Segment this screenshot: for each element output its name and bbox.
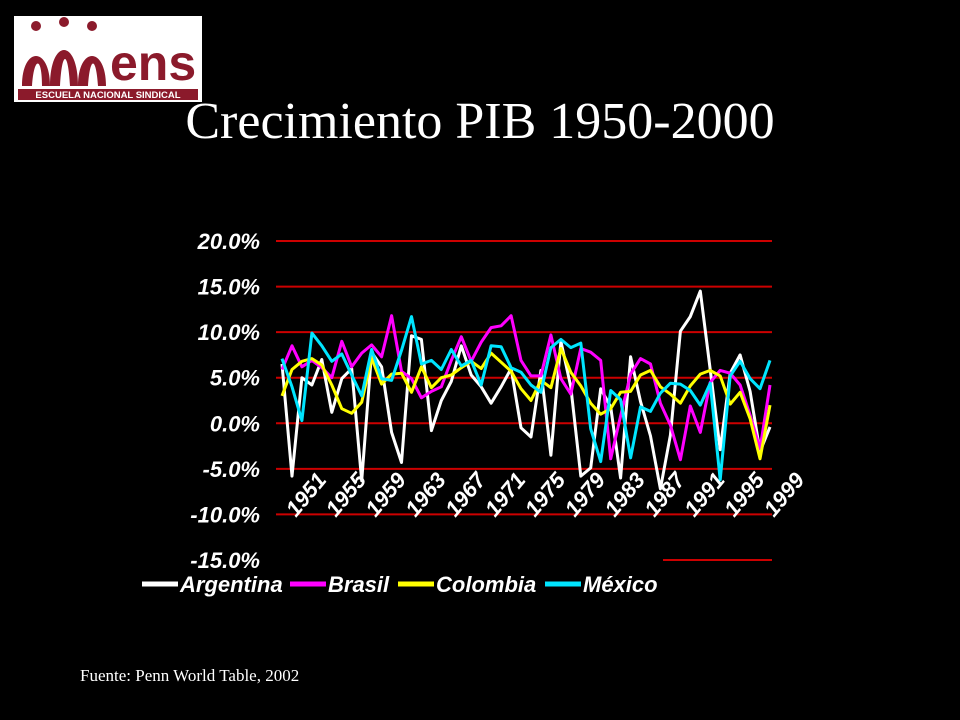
logo-text: ens	[110, 35, 196, 91]
x-tick-label: 1987	[639, 466, 691, 521]
source-note: Fuente: Penn World Table, 2002	[80, 666, 300, 685]
y-tick-label: -5.0%	[203, 457, 260, 482]
x-tick-label: 1995	[719, 467, 770, 521]
series-line-brasil	[280, 314, 772, 462]
x-tick-label: 1963	[400, 468, 451, 522]
y-tick-label: 10.0%	[198, 320, 260, 345]
y-tick-label: -10.0%	[190, 502, 260, 527]
y-tick-label: -15.0%	[190, 548, 260, 573]
y-tick-label: 5.0%	[210, 366, 260, 391]
x-tick-label: 1955	[321, 467, 372, 521]
x-tick-label: 1967	[440, 466, 492, 521]
x-tick-label: 1971	[480, 468, 531, 522]
y-tick-label: 20.0%	[197, 229, 260, 254]
x-tick-label: 1999	[759, 467, 810, 521]
ens-logo: ens ESCUELA NACIONAL SINDICAL	[14, 16, 202, 102]
y-tick-label: 0.0%	[210, 411, 260, 436]
x-tick-label: 1951	[281, 468, 332, 522]
legend-label: Colombia	[436, 572, 536, 597]
x-tick-label: 1979	[560, 467, 611, 521]
slide-title: Crecimiento PIB 1950-2000	[185, 93, 775, 150]
y-tick-label: 15.0%	[198, 275, 260, 300]
legend-label: Brasil	[328, 572, 390, 597]
x-tick-label: 1975	[520, 467, 571, 521]
series-line-mexico	[280, 315, 772, 482]
x-tick-label: 1983	[599, 468, 650, 522]
x-tick-label: 1959	[360, 467, 411, 521]
legend-label: México	[583, 572, 658, 597]
legend-label: Argentina	[179, 572, 283, 597]
series-line-argentina	[280, 289, 772, 491]
ens-logo-icon: ens ESCUELA NACIONAL SINDICAL	[18, 17, 198, 101]
logo-subtitle: ESCUELA NACIONAL SINDICAL	[35, 90, 180, 101]
